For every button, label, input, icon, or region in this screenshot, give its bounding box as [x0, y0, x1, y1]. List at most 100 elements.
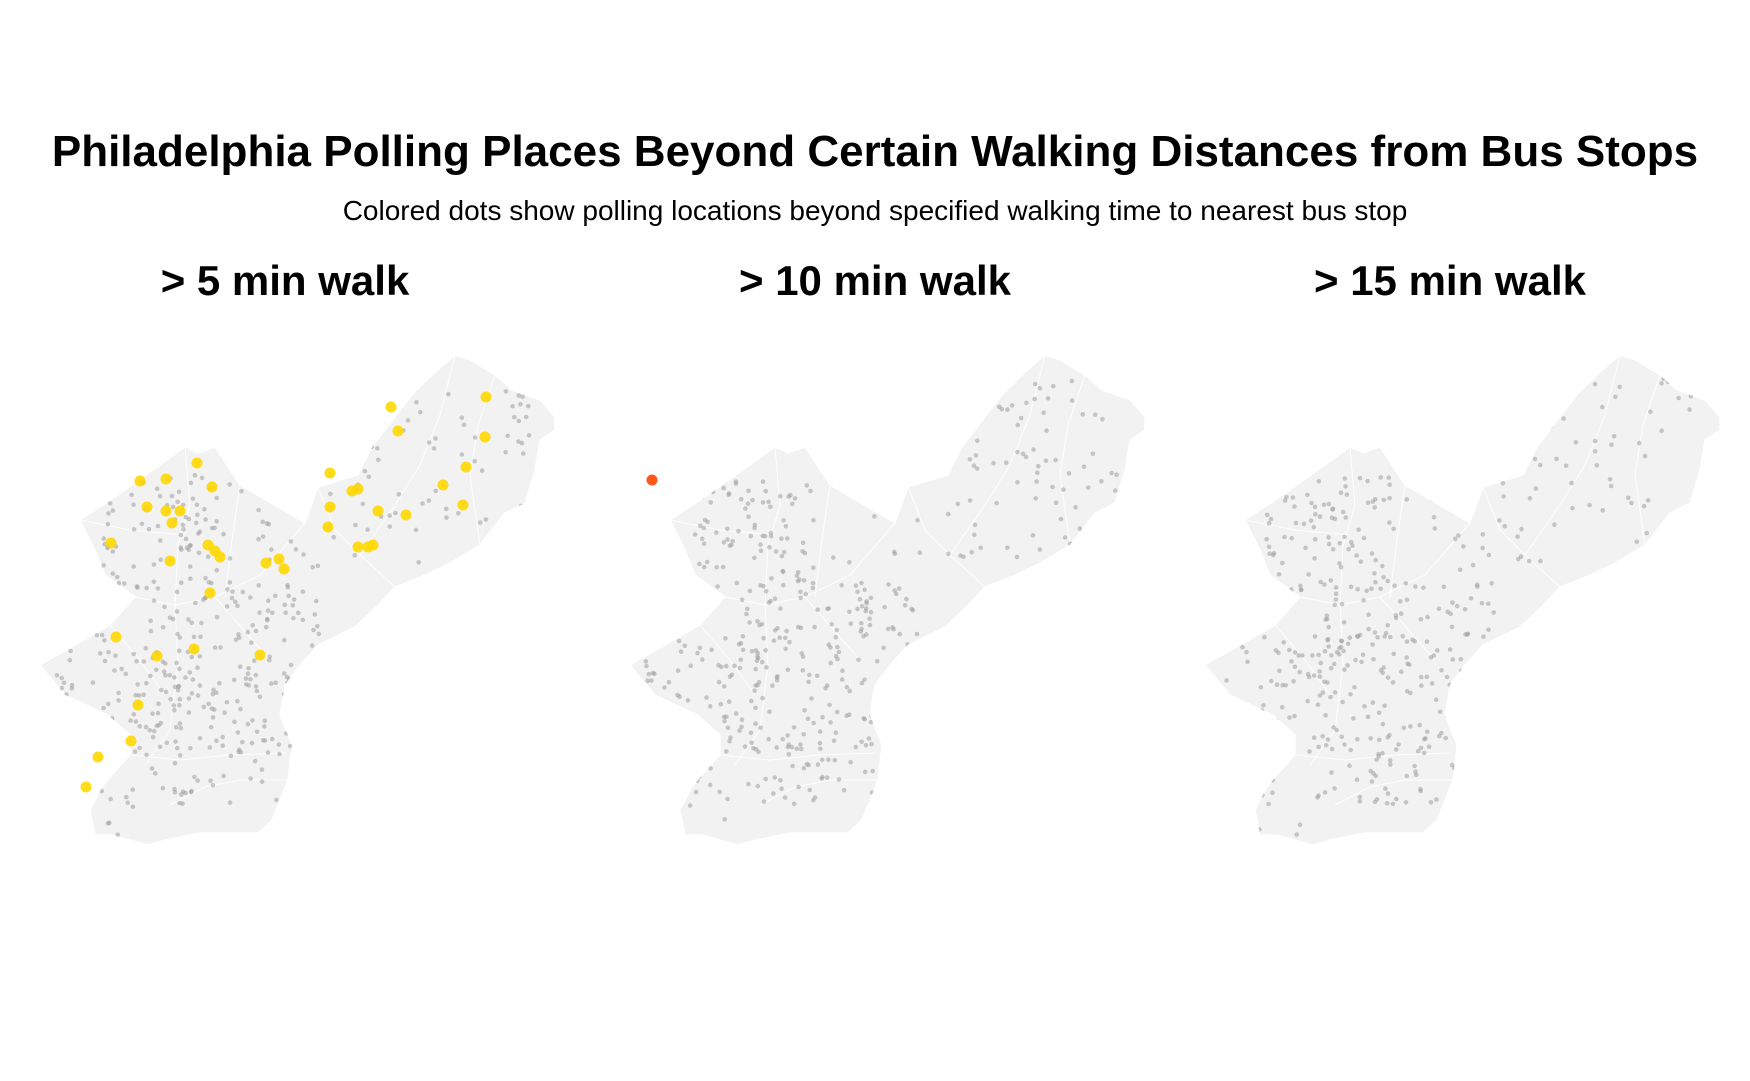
polling-place-dot — [868, 595, 874, 601]
polling-place-dot — [701, 564, 707, 570]
polling-place-dot — [505, 433, 511, 439]
polling-place-dot — [1404, 773, 1410, 779]
polling-place-dot — [1538, 462, 1543, 468]
polling-place-dot — [259, 767, 265, 772]
polling-place-dot — [725, 537, 730, 542]
polling-place-dot — [726, 492, 731, 497]
polling-place-dot — [1005, 545, 1010, 551]
polling-place-dot — [1600, 404, 1605, 410]
polling-place-dot — [257, 694, 263, 700]
panel-title-5-min: > 5 min walk — [160, 257, 410, 304]
polling-place-dot — [1064, 549, 1070, 554]
polling-place-dot — [131, 502, 136, 507]
polling-place-dot — [137, 745, 142, 751]
polling-place-dot — [172, 707, 177, 713]
polling-place-dot — [720, 564, 726, 570]
polling-place-dot — [210, 715, 216, 720]
polling-place-dot — [328, 491, 333, 497]
polling-place-dot — [1479, 600, 1485, 606]
highlighted-polling-place-dot — [92, 751, 104, 763]
highlighted-polling-place-dot — [214, 551, 226, 563]
polling-place-dot — [883, 788, 888, 794]
polling-place-dot — [826, 757, 831, 762]
polling-place-dot — [760, 659, 765, 665]
polling-place-dot — [164, 740, 170, 746]
polling-place-dot — [116, 580, 122, 586]
polling-place-dot — [151, 579, 157, 585]
polling-place-dot — [805, 716, 811, 721]
polling-place-dot — [864, 606, 869, 611]
polling-place-dot — [649, 678, 654, 683]
polling-place-dot — [643, 659, 649, 664]
polling-place-dot — [746, 514, 751, 520]
polling-place-dot — [240, 739, 245, 745]
polling-place-dot — [1400, 633, 1406, 639]
polling-place-dot — [1358, 559, 1364, 564]
polling-place-dot — [301, 665, 307, 671]
polling-place-dot — [208, 724, 214, 730]
polling-place-dot — [697, 561, 702, 567]
polling-place-dot — [1307, 749, 1312, 754]
polling-place-dot — [801, 578, 807, 583]
polling-place-dot — [1292, 504, 1297, 509]
polling-place-dot — [1486, 552, 1492, 558]
polling-place-dot — [183, 790, 188, 796]
polling-place-dot — [1453, 536, 1458, 542]
polling-place-dot — [1480, 532, 1486, 537]
polling-place-dot — [1419, 683, 1424, 688]
polling-place-dot — [1458, 785, 1463, 790]
polling-place-dot — [58, 647, 64, 652]
polling-place-dot — [1258, 773, 1263, 779]
polling-place-dot — [1659, 428, 1664, 433]
polling-place-dot — [1338, 638, 1344, 643]
polling-place-dot — [748, 730, 754, 736]
polling-place-dot — [135, 682, 140, 687]
polling-place-dot — [770, 683, 775, 688]
polling-place-dot — [855, 606, 860, 612]
polling-place-dot — [1642, 453, 1648, 459]
polling-place-dot — [859, 680, 865, 686]
polling-place-dot — [659, 711, 664, 717]
polling-place-dot — [1096, 512, 1102, 518]
polling-place-dot — [743, 506, 748, 511]
polling-place-dot — [734, 580, 740, 586]
polling-place-dot — [1413, 769, 1418, 774]
polling-place-dot — [1041, 410, 1046, 416]
polling-place-dot — [300, 617, 306, 623]
polling-place-dot — [157, 493, 163, 499]
polling-place-dot — [276, 742, 282, 747]
polling-place-dot — [1376, 710, 1382, 716]
polling-place-dot — [885, 700, 891, 706]
polling-place-dot — [704, 695, 709, 700]
polling-place-dot — [90, 680, 96, 685]
polling-place-dot — [749, 698, 754, 704]
polling-place-dot — [1391, 526, 1396, 532]
polling-place-dot — [1289, 659, 1294, 664]
polling-place-dot — [1429, 681, 1435, 686]
polling-place-dot — [157, 744, 163, 750]
polling-place-dot — [1322, 582, 1327, 587]
polling-place-dot — [1471, 666, 1477, 672]
polling-place-dot — [766, 600, 772, 605]
polling-place-dot — [214, 738, 219, 743]
ward-boundary — [759, 779, 878, 806]
polling-place-dot — [293, 795, 299, 800]
polling-place-dot — [911, 396, 916, 402]
polling-place-dot — [969, 550, 975, 555]
polling-place-dot — [1329, 515, 1335, 521]
polling-place-dot — [909, 606, 914, 612]
polling-place-dot — [811, 517, 816, 523]
polling-place-dot — [1609, 442, 1614, 448]
polling-place-dot — [1276, 572, 1282, 577]
polling-place-dot — [218, 645, 223, 650]
ward-boundary — [359, 354, 456, 556]
polling-place-dot — [732, 663, 737, 669]
polling-place-dot — [284, 674, 290, 680]
polling-place-dot — [120, 732, 125, 737]
polling-place-dot — [249, 640, 254, 645]
highlighted-polling-place-dot — [80, 781, 92, 793]
polling-place-dot — [520, 451, 526, 456]
polling-place-dot — [762, 533, 768, 539]
polling-place-dot — [184, 545, 190, 550]
polling-place-dot — [1404, 497, 1409, 502]
